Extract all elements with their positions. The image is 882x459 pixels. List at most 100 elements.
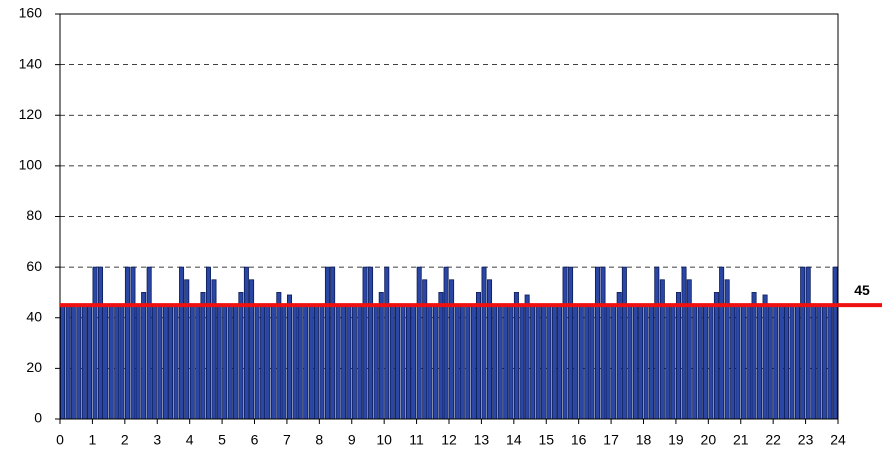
bar <box>81 304 87 420</box>
bar <box>632 304 638 420</box>
bar <box>497 304 503 420</box>
bar <box>757 304 763 420</box>
x-tick-label: 19 <box>668 432 684 448</box>
bar <box>297 304 303 420</box>
reference-label: 45 <box>854 282 870 298</box>
bar <box>103 304 109 420</box>
bar <box>260 304 266 420</box>
bar <box>416 266 422 420</box>
bar <box>238 292 244 420</box>
bar <box>740 304 746 420</box>
bar <box>276 292 282 420</box>
bar <box>708 304 714 420</box>
bar <box>141 292 147 420</box>
bar <box>146 266 152 420</box>
bar <box>481 266 487 420</box>
bar <box>530 304 536 420</box>
bar <box>287 294 293 420</box>
bar <box>783 304 789 420</box>
x-tick-label: 5 <box>218 432 226 448</box>
bar <box>638 304 644 420</box>
bar <box>778 304 784 420</box>
bar <box>470 304 476 420</box>
bar <box>702 304 708 420</box>
bar <box>184 279 190 420</box>
bar <box>649 304 655 420</box>
bar <box>794 304 800 420</box>
bar <box>281 304 287 420</box>
bar <box>573 304 579 420</box>
bar <box>465 304 471 420</box>
bar <box>114 304 120 420</box>
bar <box>821 304 827 420</box>
bar <box>643 304 649 420</box>
bar <box>76 304 82 420</box>
bar <box>70 304 76 420</box>
bar <box>378 292 384 420</box>
bar <box>232 304 238 420</box>
x-tick-label: 8 <box>315 432 323 448</box>
bar <box>394 304 400 420</box>
bar <box>735 304 741 420</box>
x-tick-label: 24 <box>830 432 846 448</box>
x-tick-label: 7 <box>283 432 291 448</box>
bar <box>816 304 822 420</box>
bar <box>811 304 817 420</box>
bar <box>621 266 627 420</box>
x-tick-label: 17 <box>603 432 619 448</box>
x-tick-label: 18 <box>636 432 652 448</box>
bar <box>492 304 498 420</box>
bar <box>335 304 341 420</box>
bar <box>568 266 574 420</box>
bar <box>308 304 314 420</box>
x-tick-label: 20 <box>701 432 717 448</box>
bar <box>459 304 465 420</box>
bar <box>427 304 433 420</box>
bar <box>87 304 93 420</box>
x-tick-label: 3 <box>153 432 161 448</box>
bar <box>173 304 179 420</box>
y-tick-label: 80 <box>26 207 42 223</box>
bar <box>162 304 168 420</box>
bar <box>200 292 206 420</box>
bar <box>357 304 363 420</box>
bar <box>362 266 368 420</box>
bar <box>600 266 606 420</box>
x-tick-label: 16 <box>571 432 587 448</box>
bar <box>254 304 260 420</box>
bar <box>108 304 114 420</box>
bar <box>616 292 622 420</box>
bar <box>205 266 211 420</box>
bar <box>411 304 417 420</box>
x-tick-label: 15 <box>538 432 554 448</box>
bar <box>535 304 541 420</box>
bar <box>422 279 428 420</box>
x-tick-label: 9 <box>348 432 356 448</box>
bar <box>449 279 455 420</box>
bar <box>611 304 617 420</box>
bar <box>681 266 687 420</box>
bar <box>243 266 249 420</box>
bar <box>751 292 757 420</box>
bar <box>168 304 174 420</box>
bar <box>319 304 325 420</box>
bar <box>438 292 444 420</box>
bar <box>270 304 276 420</box>
bar <box>827 304 833 420</box>
x-tick-label: 10 <box>376 432 392 448</box>
bar <box>346 304 352 420</box>
bar <box>773 304 779 420</box>
bar <box>665 304 671 420</box>
bar <box>135 304 141 420</box>
y-tick-label: 0 <box>34 410 42 426</box>
bar <box>659 279 665 420</box>
bar <box>670 304 676 420</box>
bar <box>384 266 390 420</box>
bar <box>130 266 136 420</box>
x-tick-label: 12 <box>441 432 457 448</box>
bar <box>524 294 530 420</box>
x-tick-label: 6 <box>251 432 259 448</box>
bar <box>487 279 493 420</box>
bar <box>562 266 568 420</box>
